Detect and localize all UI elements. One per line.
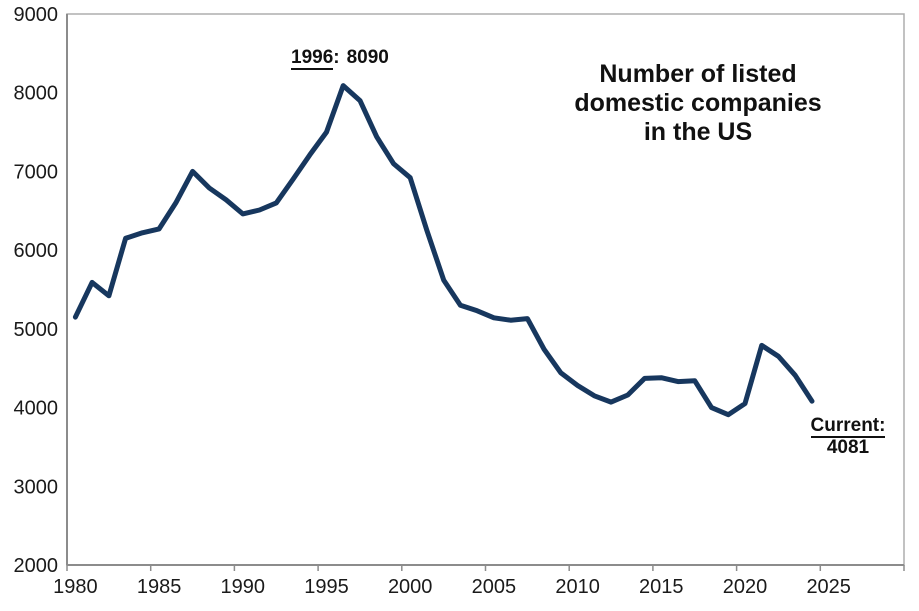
x-tick-label: 1980: [53, 576, 98, 598]
y-tick-label: 7000: [14, 161, 59, 183]
x-tick-label: 2005: [472, 576, 517, 598]
chart-title-line-3: in the US: [643, 118, 753, 146]
y-tick-label: 6000: [14, 240, 59, 262]
x-tick-label: 2025: [806, 576, 851, 598]
y-tick-label: 5000: [14, 319, 59, 341]
peak-annotation-separator: :: [333, 47, 340, 68]
current-annotation-value: 4081: [826, 437, 870, 458]
chart-title-line-2: domestic companies: [574, 89, 822, 117]
x-tick-label: 2020: [723, 576, 768, 598]
y-tick-label: 9000: [14, 4, 59, 26]
y-tick-label: 8000: [14, 83, 59, 105]
x-tick-label: 1990: [221, 576, 266, 598]
peak-annotation-value: 8090: [346, 47, 389, 68]
x-tick-label: 2000: [388, 576, 433, 598]
x-tick-label: 1985: [137, 576, 182, 598]
data-line: [72, 83, 815, 418]
y-tick-label: 3000: [14, 476, 59, 498]
peak-annotation-year: 1996: [291, 47, 334, 70]
current-annotation: Current: 4081: [795, 415, 901, 459]
y-tick-label: 2000: [14, 555, 59, 577]
peak-annotation: 1996: 8090: [291, 47, 389, 70]
y-tick-label: 4000: [14, 398, 59, 420]
x-tick-label: 1995: [304, 576, 349, 598]
chart-title: Number of listed domestic companies in t…: [530, 60, 866, 147]
chart-title-line-1: Number of listed: [599, 60, 797, 88]
current-annotation-label: Current:: [810, 415, 886, 438]
x-tick-label: 2015: [639, 576, 684, 598]
x-tick-label: 2010: [555, 576, 600, 598]
